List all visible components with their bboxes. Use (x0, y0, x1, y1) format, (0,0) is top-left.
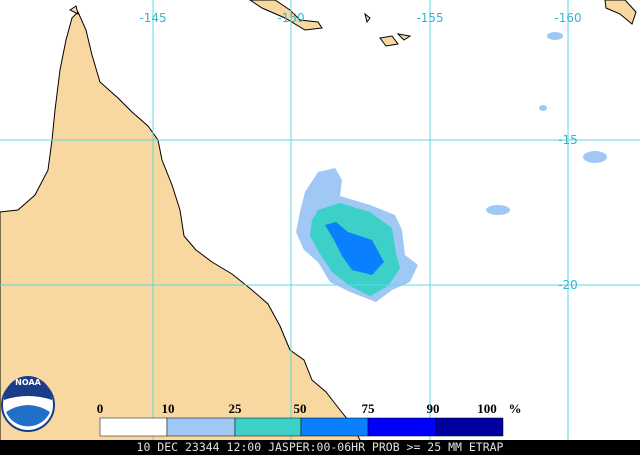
legend-label: 25 (229, 401, 243, 416)
legend-label: 90 (427, 401, 440, 416)
legend-swatch (300, 417, 369, 437)
logo-text: NOAA (15, 378, 41, 387)
longitude-label: -145 (139, 11, 166, 25)
legend-swatch (166, 417, 236, 437)
longitude-label: -160 (554, 11, 581, 25)
legend-swatch (99, 417, 168, 437)
land (0, 11, 363, 455)
legend-label: 0 (97, 401, 104, 416)
legend-swatch (367, 417, 437, 437)
legend-swatch (234, 417, 302, 437)
legend: 0 10 25 50 75 90 100% (97, 401, 522, 437)
footer-bar (0, 440, 640, 455)
probability-areas (296, 32, 607, 302)
longitude-label: -155 (416, 11, 443, 25)
noaa-logo: NOAA (1, 376, 55, 432)
graticule (0, 0, 640, 440)
legend-swatch (435, 417, 504, 437)
footer-text: 10 DEC 23344 12:00 JASPER:00-06HR PROB >… (137, 440, 504, 454)
longitude-label: -150 (277, 11, 304, 25)
graticule-labels: -145 -150 -155 -160 -15 -20 (139, 11, 581, 292)
latitude-label: -20 (558, 278, 578, 292)
legend-label: 100 (477, 401, 497, 416)
legend-label: 75 (362, 401, 376, 416)
islands (69, 0, 637, 47)
legend-label: 50 (294, 401, 307, 416)
legend-label: 10 (162, 401, 175, 416)
legend-unit: % (509, 401, 522, 416)
latitude-label: -15 (558, 133, 578, 147)
